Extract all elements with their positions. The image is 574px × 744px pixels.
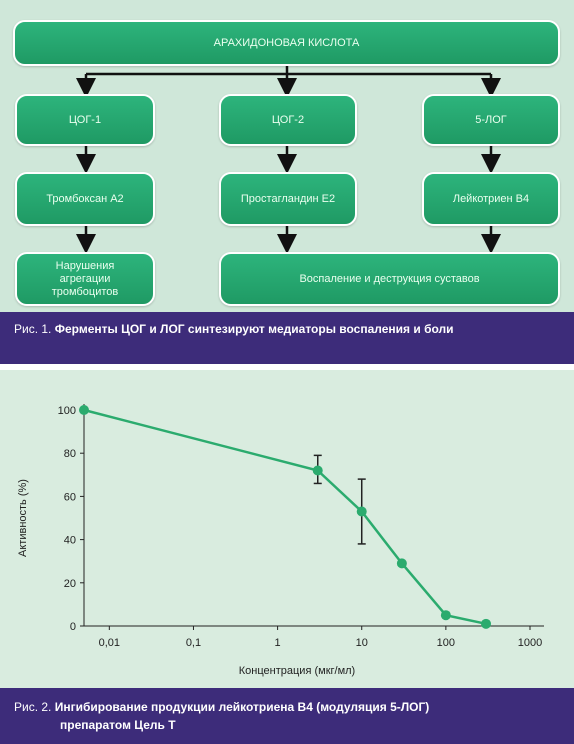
figure-1-caption-text: Ферменты ЦОГ и ЛОГ синтезируют медиаторы… bbox=[54, 322, 454, 336]
figure-2-caption: Рис. 2. Ингибирование продукции лейкотри… bbox=[0, 688, 574, 744]
figure-2-chart-panel: 0 20 40 60 80 100 0,01 0,1 1 10 100 1000 Активност… bbox=[0, 370, 574, 688]
y-tick-label: 60 bbox=[64, 491, 76, 503]
x-axis-title: Концентрация (мкг/мл) bbox=[239, 665, 355, 677]
leukotriene-label: Лейкотриен В4 bbox=[452, 192, 530, 205]
figure-2-caption-line2: препаратом Цель Т bbox=[60, 718, 176, 732]
chart-axes bbox=[83, 404, 544, 627]
thromboxane-label: Тромбоксан А2 bbox=[46, 192, 124, 205]
cox1-label: ЦОГ-1 bbox=[68, 113, 102, 126]
prostaglandin-box: Простагландин Е2 bbox=[219, 172, 357, 226]
cox2-box: ЦОГ-2 bbox=[219, 94, 357, 146]
leukotriene-box: Лейкотриен В4 bbox=[422, 172, 560, 226]
figure-1-diagram: АРАХИДОНОВАЯ КИСЛОТА ЦОГ-1 ЦОГ-2 5-ЛОГ Т… bbox=[0, 0, 574, 313]
cox1-box: ЦОГ-1 bbox=[15, 94, 155, 146]
figure-2-caption-label: Рис. 2. bbox=[14, 700, 52, 714]
series-line bbox=[83, 408, 487, 626]
lox5-box: 5-ЛОГ bbox=[422, 94, 560, 146]
x-tick-label: 100 bbox=[437, 637, 455, 649]
prostaglandin-label: Простагландин Е2 bbox=[240, 192, 336, 205]
x-tick-label: 0,1 bbox=[186, 637, 201, 649]
figure-2-caption-line1: Ингибирование продукции лейкотриена В4 (… bbox=[54, 700, 430, 714]
y-tick-label: 100 bbox=[58, 405, 76, 417]
inflammation-box: Воспаление и деструкция суставов bbox=[219, 252, 560, 306]
inflammation-label: Воспаление и деструкция суставов bbox=[299, 272, 480, 285]
cox2-label: ЦОГ-2 bbox=[271, 113, 305, 126]
data-point bbox=[396, 558, 407, 569]
leukotriene-inhibition-chart: 0 20 40 60 80 100 0,01 0,1 1 10 100 1000 Активност… bbox=[17, 404, 544, 677]
y-tick-label: 0 bbox=[70, 621, 76, 633]
x-tick-label: 10 bbox=[356, 637, 368, 649]
data-point bbox=[440, 610, 451, 621]
figure-1-caption: Рис. 1. Ферменты ЦОГ и ЛОГ синтезируют м… bbox=[0, 312, 574, 364]
data-point bbox=[79, 405, 89, 415]
platelet-aggregation-label: Нарушения агрегации тромбоцитов bbox=[51, 259, 119, 298]
y-tick-label: 40 bbox=[64, 535, 76, 547]
data-point bbox=[481, 618, 492, 629]
flow-arrows bbox=[76, 66, 501, 254]
data-point bbox=[312, 465, 323, 476]
figure-1-caption-label: Рис. 1. bbox=[14, 322, 52, 336]
x-tick-label: 1 bbox=[275, 637, 281, 649]
arachidonic-acid-label: АРАХИДОНОВАЯ КИСЛОТА bbox=[213, 36, 360, 49]
arachidonic-acid-box: АРАХИДОНОВАЯ КИСЛОТА bbox=[13, 20, 560, 66]
y-axis-title: Активность (%) bbox=[17, 479, 29, 557]
lox5-label: 5-ЛОГ bbox=[475, 113, 507, 126]
platelet-aggregation-box: Нарушения агрегации тромбоцитов bbox=[15, 252, 155, 306]
data-point bbox=[356, 506, 367, 517]
x-tick-label: 0,01 bbox=[99, 637, 120, 649]
y-tick-label: 80 bbox=[64, 448, 76, 460]
x-tick-label: 1000 bbox=[518, 637, 542, 649]
y-tick-label: 20 bbox=[64, 578, 76, 590]
thromboxane-box: Тромбоксан А2 bbox=[15, 172, 155, 226]
